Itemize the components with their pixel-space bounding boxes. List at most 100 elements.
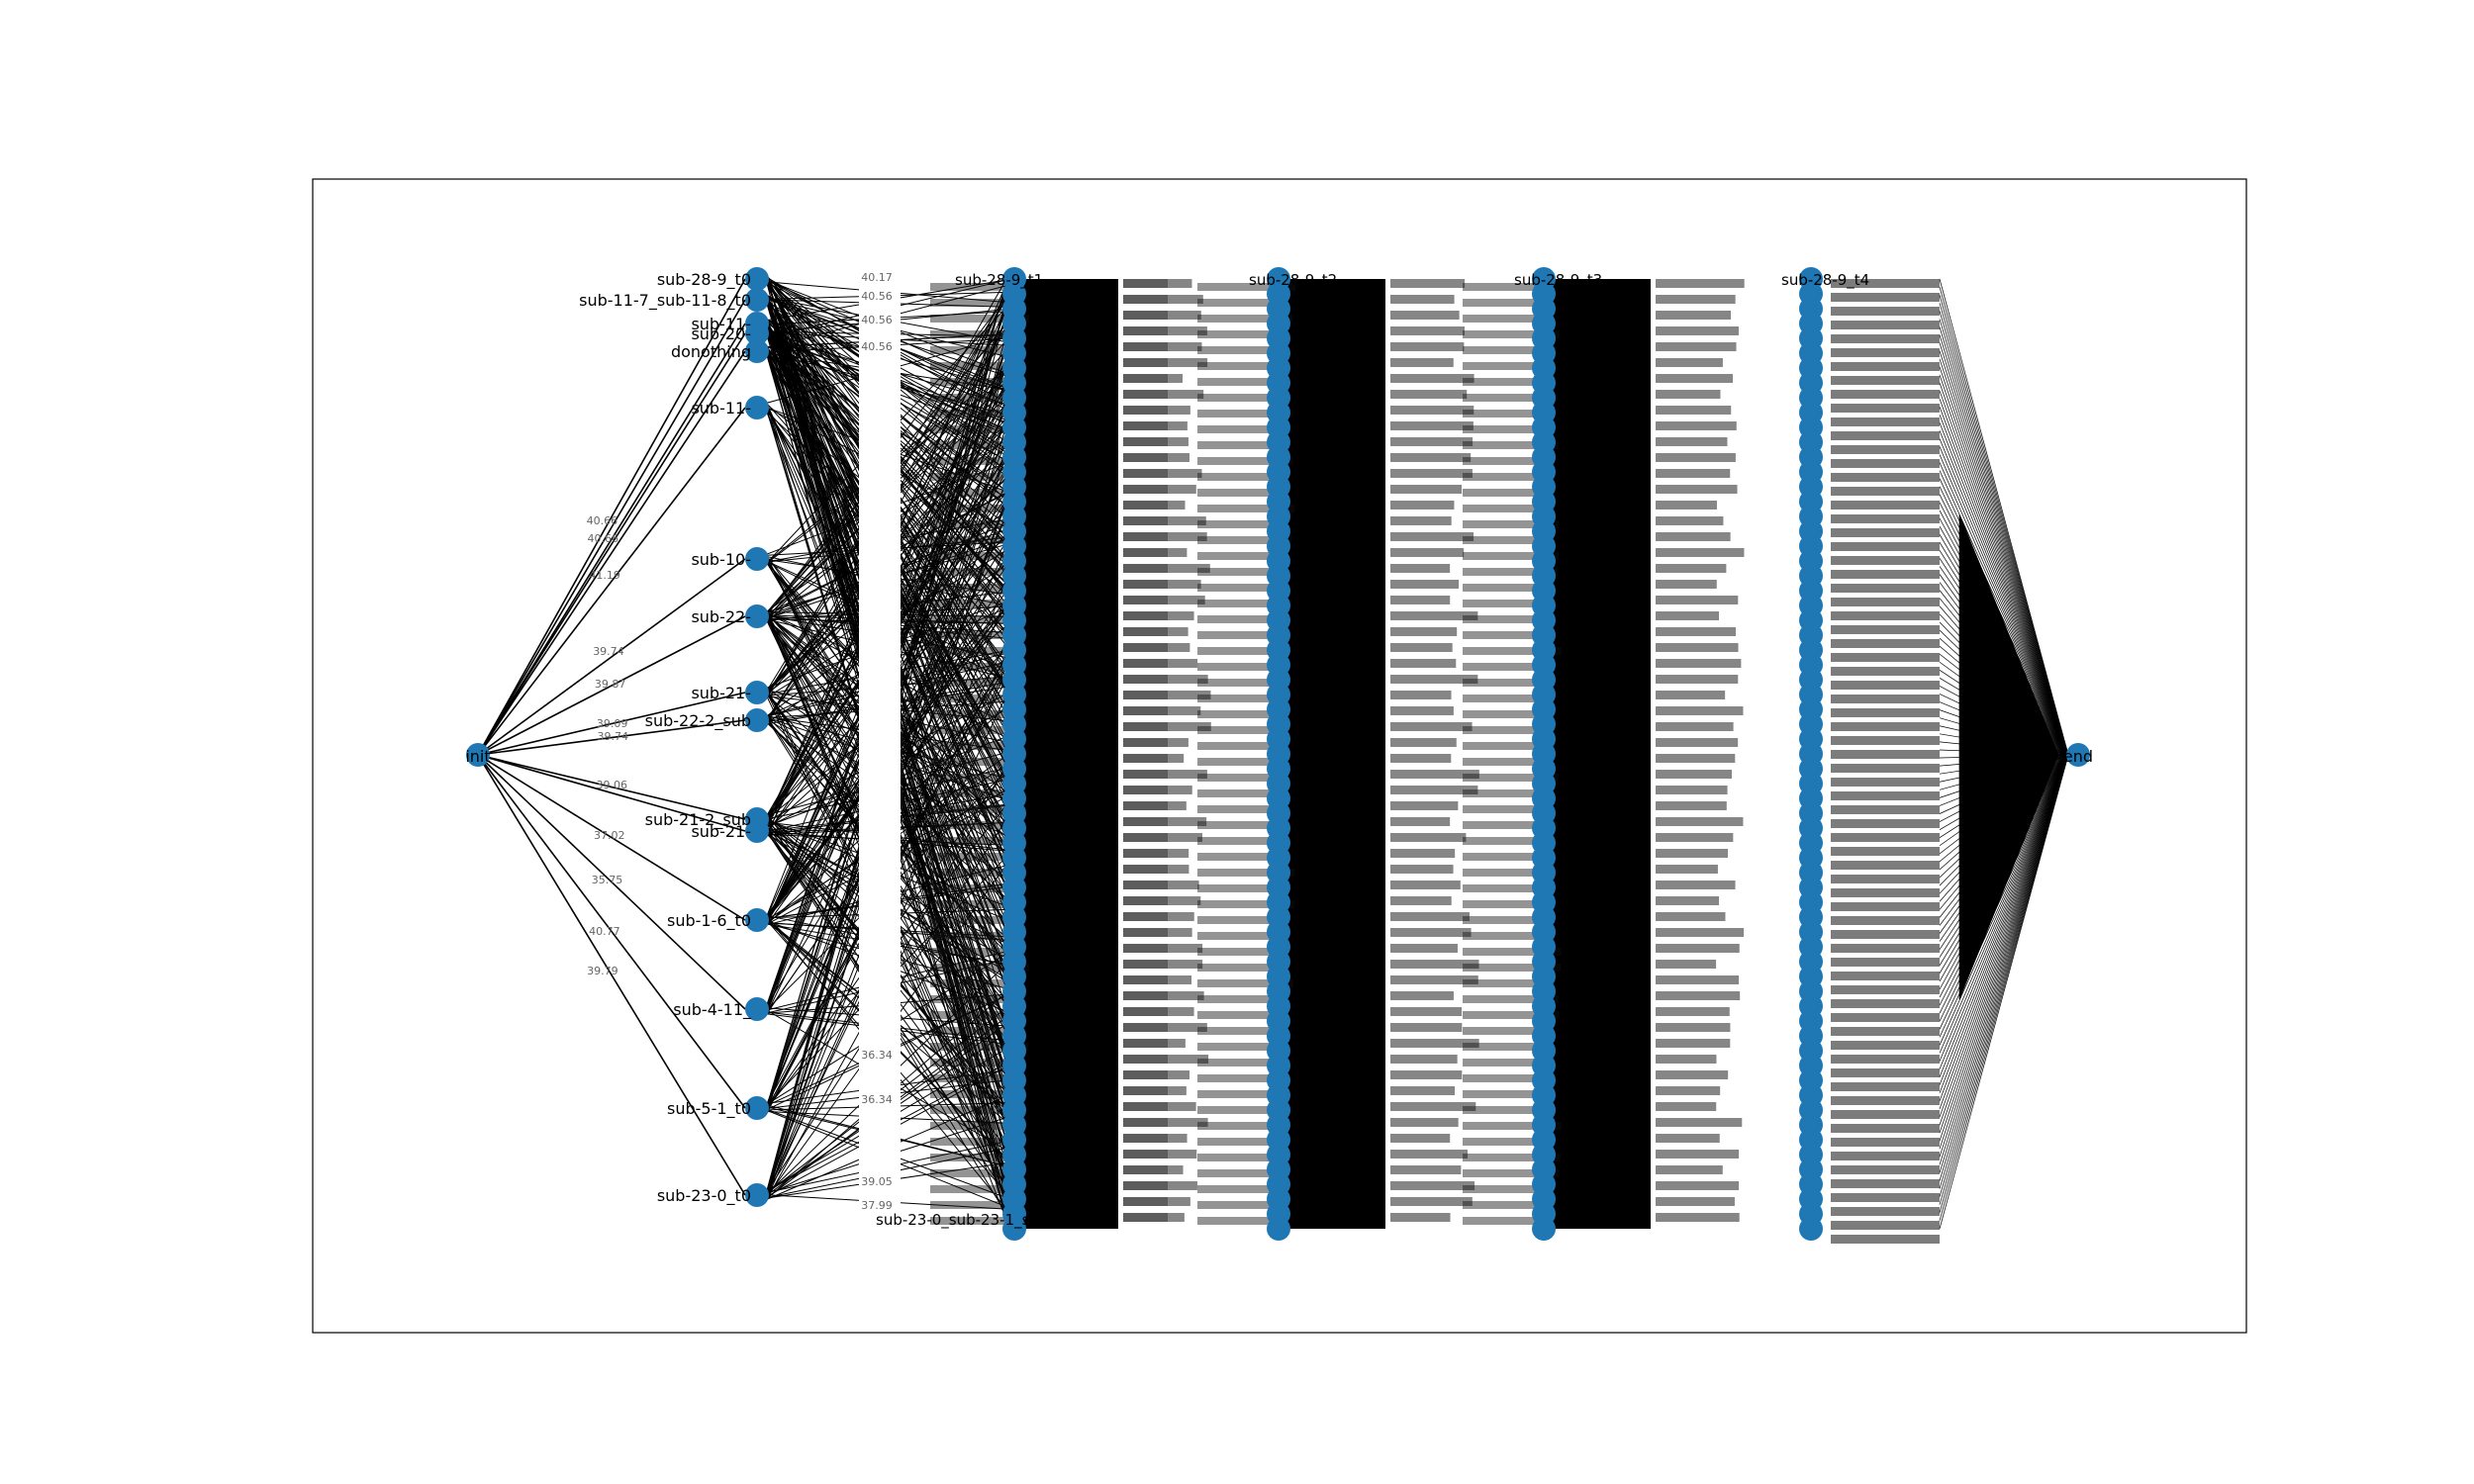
label-texture: [1123, 1213, 1168, 1222]
label-texture: [1390, 975, 1478, 984]
label-texture: [930, 631, 1023, 639]
label-texture: [1656, 643, 1739, 652]
label-texture: [1197, 1074, 1285, 1082]
label-texture: [1831, 404, 1940, 413]
label-texture: [1197, 948, 1283, 956]
label-texture: [1390, 501, 1455, 510]
edge-t4-end: [1939, 754, 2069, 1093]
label-texture: [1831, 944, 1940, 953]
label-texture: [1656, 406, 1732, 415]
label-texture: [930, 647, 1018, 655]
label-texture: [930, 695, 1027, 702]
label-texture: [1197, 552, 1286, 560]
end-fan-edges: [1939, 278, 2069, 1230]
label-texture: [1197, 362, 1288, 370]
edge-t4-end: [1939, 342, 2069, 756]
edge-t4-end: [1939, 319, 2069, 756]
edge-label-init: 39.79: [587, 965, 618, 977]
label-texture: [1123, 1181, 1168, 1190]
label-texture: [1656, 358, 1723, 367]
label-texture: [1390, 691, 1452, 699]
label-texture: [1197, 805, 1285, 813]
init-edge-labels: 40.6640.6641.1939.7439.8739.0939.7439.06…: [587, 514, 628, 977]
label-texture: [1123, 1055, 1168, 1064]
label-texture: [1197, 979, 1293, 987]
label-texture: [930, 552, 1019, 560]
label-texture: [1390, 564, 1451, 573]
label-texture: [930, 1185, 1014, 1193]
edge-t4-end: [1939, 286, 2069, 756]
label-texture: [1463, 299, 1550, 307]
label-texture: [1123, 643, 1168, 652]
label-texture: [1656, 738, 1739, 747]
label-texture: [1197, 283, 1296, 291]
label-texture: [1123, 770, 1168, 779]
label-texture: [1390, 1197, 1473, 1206]
label-texture: [1390, 611, 1478, 620]
label-texture: [1463, 979, 1554, 987]
edge-t4-end: [1939, 754, 2069, 1110]
label-texture: [1390, 770, 1479, 779]
label-texture: [1390, 437, 1474, 446]
label-texture: [1197, 663, 1287, 671]
label-texture: [1197, 964, 1281, 972]
label-texture: [1463, 1090, 1553, 1098]
label-texture: [1197, 679, 1289, 687]
label-texture: [1831, 750, 1940, 759]
label-texture: [930, 821, 1024, 829]
edge-t4-end: [1939, 295, 2069, 756]
label-texture: [1656, 627, 1737, 636]
label-texture: [1197, 425, 1292, 433]
edge-init-t0: [477, 615, 746, 756]
label-texture: [1656, 311, 1732, 320]
node-t2: [1267, 1217, 1290, 1241]
label-texture: [1197, 315, 1293, 323]
edge-label-t0-t1: 37.99: [861, 1199, 893, 1212]
label-texture: [1123, 849, 1168, 858]
label-texture: [1831, 376, 1940, 385]
label-texture: [1831, 390, 1940, 399]
edge-t4-end: [1939, 422, 2069, 756]
label-texture: [1390, 421, 1474, 430]
label-texture: [1831, 861, 1940, 870]
label-texture: [930, 916, 1016, 924]
label-texture: [1197, 1154, 1282, 1161]
label-texture: [1463, 489, 1546, 497]
label-texture: [1123, 912, 1168, 921]
label-texture: [1197, 568, 1287, 576]
edge-t4-end: [1939, 754, 2069, 1230]
edge-t4-end: [1939, 754, 2069, 1222]
label-texture: [1656, 1086, 1721, 1095]
label-texture: [1656, 706, 1744, 715]
label-texture: [1656, 1023, 1731, 1032]
label-texture: [1463, 378, 1543, 386]
label-texture: [1831, 334, 1940, 343]
node-t0: [745, 681, 769, 704]
label-texture: [1123, 817, 1168, 826]
label-texture: [930, 1027, 1023, 1035]
label-texture: [1656, 817, 1744, 826]
label-texture: [1831, 888, 1940, 897]
edge-init-t0: [477, 754, 746, 820]
edge-t4-end: [1939, 754, 2069, 1077]
label-texture: [1463, 568, 1559, 576]
label-texture: [1463, 710, 1547, 718]
label-texture: [1197, 1217, 1283, 1225]
label-texture: [1656, 295, 1736, 304]
edge-init-t0: [477, 350, 746, 756]
plot-frame: [312, 178, 2247, 1334]
label-texture: [1390, 326, 1465, 335]
node-label-t0: sub-21-2_sub: [645, 810, 751, 830]
edge-init-t0: [477, 278, 746, 756]
node-t0: [745, 997, 769, 1021]
label-texture: [1656, 1039, 1731, 1048]
edge-label-t0-t1: 40.17: [861, 271, 893, 284]
label-texture: [930, 1138, 1010, 1146]
label-texture: [1123, 469, 1168, 478]
label-texture: [1390, 1150, 1469, 1159]
node-label-t0: sub-22-: [691, 607, 751, 626]
edge-t4-end: [1939, 358, 2069, 756]
label-texture: [1390, 1181, 1475, 1190]
label-texture: [1463, 330, 1561, 338]
node-label-t1: sub-23-0_sub-23-1_sub-21-5_t1: [876, 1211, 1110, 1230]
